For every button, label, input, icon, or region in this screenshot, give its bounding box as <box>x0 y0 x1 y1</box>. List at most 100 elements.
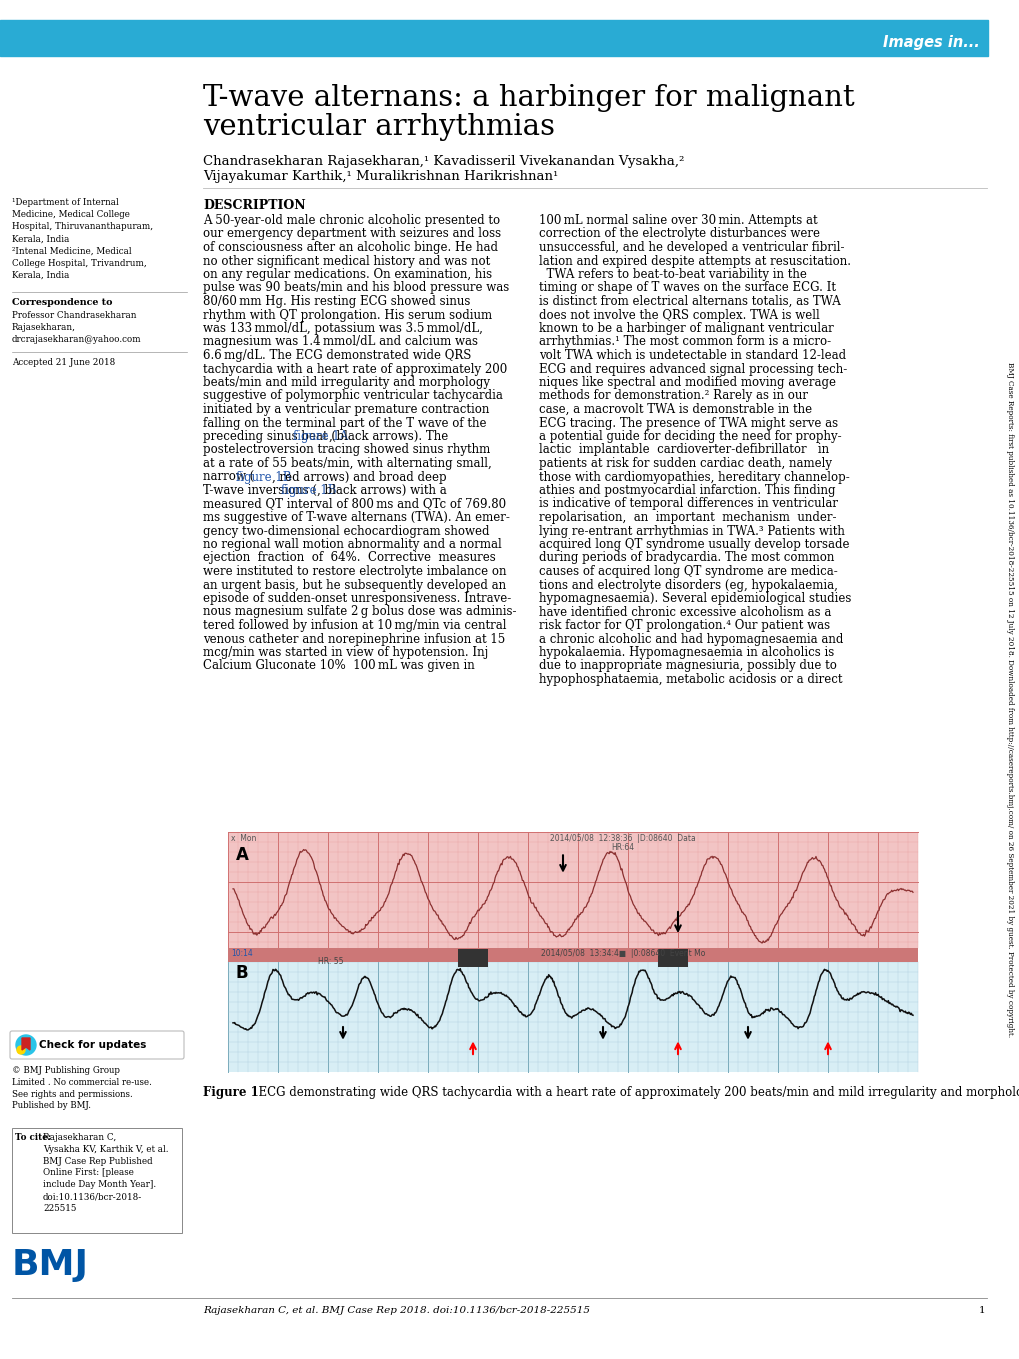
Text: have identified chronic excessive alcoholism as a: have identified chronic excessive alcoho… <box>538 606 830 618</box>
Text: ECG demonstrating wide QRS tachycardia with a heart rate of approximately 200 be: ECG demonstrating wide QRS tachycardia w… <box>251 1086 1019 1099</box>
Text: tachycardia with a heart rate of approximately 200: tachycardia with a heart rate of approxi… <box>203 363 506 375</box>
Text: ECG tracing. The presence of TWA might serve as: ECG tracing. The presence of TWA might s… <box>538 416 838 429</box>
Text: A: A <box>235 847 249 864</box>
Text: beats/min and mild irregularity and morphology: beats/min and mild irregularity and morp… <box>203 376 489 389</box>
Text: measured QT interval of 800 ms and QTc of 769.80: measured QT interval of 800 ms and QTc o… <box>203 497 505 511</box>
Text: TWA refers to beat-to-beat variability in the: TWA refers to beat-to-beat variability i… <box>538 268 806 281</box>
Text: , black arrows). The: , black arrows). The <box>329 429 448 443</box>
Text: Figure 1: Figure 1 <box>203 1086 259 1099</box>
Text: on any regular medications. On examination, his: on any regular medications. On examinati… <box>203 268 491 281</box>
Circle shape <box>16 1036 36 1055</box>
Text: initiated by a ventricular premature contraction: initiated by a ventricular premature con… <box>203 404 489 416</box>
Text: ms suggestive of T-wave alternans (TWA). An emer-: ms suggestive of T-wave alternans (TWA).… <box>203 511 510 525</box>
Text: timing or shape of T waves on the surface ECG. It: timing or shape of T waves on the surfac… <box>538 281 836 295</box>
Circle shape <box>17 1046 25 1055</box>
Text: patients at risk for sudden cardiac death, namely: patients at risk for sudden cardiac deat… <box>538 457 832 470</box>
Text: ECG and requires advanced signal processing tech-: ECG and requires advanced signal process… <box>538 363 847 375</box>
Text: hypomagnesaemia). Several epidemiological studies: hypomagnesaemia). Several epidemiologica… <box>538 593 851 605</box>
Polygon shape <box>22 1038 30 1051</box>
Text: hypokalaemia. Hypomagnesaemia in alcoholics is: hypokalaemia. Hypomagnesaemia in alcohol… <box>538 646 834 659</box>
Text: Calcium Gluconate 10%  100 mL was given in: Calcium Gluconate 10% 100 mL was given i… <box>203 659 474 673</box>
Text: unsuccessful, and he developed a ventricular fibril-: unsuccessful, and he developed a ventric… <box>538 241 844 254</box>
Text: Vijayakumar Karthik,¹ Muralikrishnan Harikrishnan¹: Vijayakumar Karthik,¹ Muralikrishnan Har… <box>203 170 557 183</box>
Text: preceding sinus beat (: preceding sinus beat ( <box>203 429 335 443</box>
Text: BMJ: BMJ <box>12 1248 89 1282</box>
Text: athies and postmyocardial infarction. This finding: athies and postmyocardial infarction. Th… <box>538 484 835 497</box>
Text: , red arrows) and broad deep: , red arrows) and broad deep <box>272 470 446 484</box>
Text: falling on the terminal part of the T wave of the: falling on the terminal part of the T wa… <box>203 416 486 429</box>
Text: suggestive of polymorphic ventricular tachycardia: suggestive of polymorphic ventricular ta… <box>203 390 502 402</box>
Text: 10:14: 10:14 <box>230 949 253 958</box>
Text: venous catheter and norepinephrine infusion at 15: venous catheter and norepinephrine infus… <box>203 632 504 646</box>
Text: a potential guide for deciding the need for prophy-: a potential guide for deciding the need … <box>538 429 841 443</box>
Text: during periods of bradycardia. The most common: during periods of bradycardia. The most … <box>538 552 834 564</box>
Text: nous magnesium sulfate 2 g bolus dose was adminis-: nous magnesium sulfate 2 g bolus dose wa… <box>203 606 516 618</box>
Text: acquired long QT syndrome usually develop torsade: acquired long QT syndrome usually develo… <box>538 538 849 550</box>
Text: known to be a harbinger of malignant ventricular: known to be a harbinger of malignant ven… <box>538 322 833 336</box>
Text: 2014/05/08  12:38:36  |D:08640  Data: 2014/05/08 12:38:36 |D:08640 Data <box>549 834 695 843</box>
Text: rhythm with QT prolongation. His serum sodium: rhythm with QT prolongation. His serum s… <box>203 308 491 322</box>
Text: niques like spectral and modified moving average: niques like spectral and modified moving… <box>538 376 836 389</box>
Text: 6.6 mg/dL. The ECG demonstrated wide QRS: 6.6 mg/dL. The ECG demonstrated wide QRS <box>203 349 471 361</box>
Text: lation and expired despite attempts at resuscitation.: lation and expired despite attempts at r… <box>538 254 850 268</box>
Text: ventricular arrhythmias: ventricular arrhythmias <box>203 113 554 141</box>
Text: T-wave alternans: a harbinger for malignant: T-wave alternans: a harbinger for malign… <box>203 84 854 111</box>
Text: figure 1A: figure 1A <box>292 429 347 443</box>
Text: Rajasekharan C,
Vysakha KV, Karthik V, et al.
BMJ Case Rep Published
Online Firs: Rajasekharan C, Vysakha KV, Karthik V, e… <box>43 1133 168 1212</box>
Text: tered followed by infusion at 10 mg/min via central: tered followed by infusion at 10 mg/min … <box>203 618 506 632</box>
Text: causes of acquired long QT syndrome are medica-: causes of acquired long QT syndrome are … <box>538 565 837 578</box>
Text: methods for demonstration.² Rarely as in our: methods for demonstration.² Rarely as in… <box>538 390 807 402</box>
Text: due to inappropriate magnesiuria, possibly due to: due to inappropriate magnesiuria, possib… <box>538 659 836 673</box>
Text: ¹Department of Internal
Medicine, Medical College
Hospital, Thiruvananthapuram,
: ¹Department of Internal Medicine, Medica… <box>12 198 153 280</box>
Text: Correspondence to: Correspondence to <box>12 298 112 307</box>
Text: postelectroversion tracing showed sinus rhythm: postelectroversion tracing showed sinus … <box>203 443 490 457</box>
Text: Images in...: Images in... <box>882 34 979 49</box>
Bar <box>228 954 917 1072</box>
Text: our emergency department with seizures and loss: our emergency department with seizures a… <box>203 227 500 241</box>
Text: hypophosphataemia, metabolic acidosis or a direct: hypophosphataemia, metabolic acidosis or… <box>538 673 842 686</box>
Text: was 133 mmol/dL, potassium was 3.5 mmol/dL,: was 133 mmol/dL, potassium was 3.5 mmol/… <box>203 322 482 336</box>
Text: lactic  implantable  cardioverter-defibrillator   in: lactic implantable cardioverter-defibril… <box>538 443 828 457</box>
FancyBboxPatch shape <box>10 1031 183 1059</box>
Text: A 50-year-old male chronic alcoholic presented to: A 50-year-old male chronic alcoholic pre… <box>203 213 499 227</box>
Text: DESCRIPTION: DESCRIPTION <box>203 198 306 212</box>
Text: Check for updates: Check for updates <box>39 1040 147 1051</box>
Text: ejection  fraction  of  64%.  Corrective  measures: ejection fraction of 64%. Corrective mea… <box>203 552 495 564</box>
Text: figure 1B: figure 1B <box>235 470 290 484</box>
Text: episode of sudden-onset unresponsiveness. Intrave-: episode of sudden-onset unresponsiveness… <box>203 593 511 605</box>
Text: is distinct from electrical alternans totalis, as TWA: is distinct from electrical alternans to… <box>538 295 840 308</box>
Text: , black arrows) with a: , black arrows) with a <box>317 484 446 497</box>
Bar <box>228 832 917 954</box>
Text: an urgent basis, but he subsequently developed an: an urgent basis, but he subsequently dev… <box>203 579 505 591</box>
Text: 80/60 mm Hg. His resting ECG showed sinus: 80/60 mm Hg. His resting ECG showed sinu… <box>203 295 470 308</box>
Text: those with cardiomyopathies, hereditary channelop-: those with cardiomyopathies, hereditary … <box>538 470 849 484</box>
Text: risk factor for QT prolongation.⁴ Our patient was: risk factor for QT prolongation.⁴ Our pa… <box>538 618 829 632</box>
Text: pulse was 90 beats/min and his blood pressure was: pulse was 90 beats/min and his blood pre… <box>203 281 508 295</box>
Bar <box>228 949 917 962</box>
Text: Chandrasekharan Rajasekharan,¹ Kavadisseril Vivekanandan Vysakha,²: Chandrasekharan Rajasekharan,¹ Kavadisse… <box>203 155 684 169</box>
Text: 1: 1 <box>977 1306 984 1316</box>
Text: BMJ Case Reports: first published as 10.1136/bcr-2018-225515 on 12 July 2018. Do: BMJ Case Reports: first published as 10.… <box>1005 363 1013 1037</box>
Text: at a rate of 55 beats/min, with alternating small,: at a rate of 55 beats/min, with alternat… <box>203 457 491 470</box>
Text: correction of the electrolyte disturbances were: correction of the electrolyte disturbanc… <box>538 227 819 241</box>
Text: narrow (: narrow ( <box>203 470 254 484</box>
Text: no regional wall motion abnormality and a normal: no regional wall motion abnormality and … <box>203 538 501 550</box>
Text: lying re-entrant arrhythmias in TWA.³ Patients with: lying re-entrant arrhythmias in TWA.³ Pa… <box>538 525 844 538</box>
Text: 100 mL normal saline over 30 min. Attempts at: 100 mL normal saline over 30 min. Attemp… <box>538 213 817 227</box>
Bar <box>657 949 688 968</box>
Text: x  Mon: x Mon <box>230 834 256 843</box>
Text: Rajasekharan C, et al. BMJ Case Rep 2018. doi:10.1136/bcr-2018-225515: Rajasekharan C, et al. BMJ Case Rep 2018… <box>203 1306 589 1316</box>
Text: magnesium was 1.4 mmol/dL and calcium was: magnesium was 1.4 mmol/dL and calcium wa… <box>203 336 478 348</box>
Text: mcg/min was started in view of hypotension. Inj: mcg/min was started in view of hypotensi… <box>203 646 488 659</box>
Text: arrhythmias.¹ The most common form is a micro-: arrhythmias.¹ The most common form is a … <box>538 336 830 348</box>
Text: 2014/05/08  13:34:4■  |0:08640  Event Mo: 2014/05/08 13:34:4■ |0:08640 Event Mo <box>540 949 704 958</box>
Text: figure 1B: figure 1B <box>280 484 335 497</box>
Bar <box>458 949 487 968</box>
Text: Accepted 21 June 2018: Accepted 21 June 2018 <box>12 357 115 367</box>
Text: HR: 55: HR: 55 <box>318 957 343 966</box>
Text: of consciousness after an alcoholic binge. He had: of consciousness after an alcoholic bing… <box>203 241 497 254</box>
Text: © BMJ Publishing Group
Limited . No commercial re-use.
See rights and permission: © BMJ Publishing Group Limited . No comm… <box>12 1065 152 1110</box>
Text: B: B <box>235 964 249 983</box>
Text: a chronic alcoholic and had hypomagnesaemia and: a chronic alcoholic and had hypomagnesae… <box>538 632 843 646</box>
Text: case, a macrovolt TWA is demonstrable in the: case, a macrovolt TWA is demonstrable in… <box>538 404 811 416</box>
